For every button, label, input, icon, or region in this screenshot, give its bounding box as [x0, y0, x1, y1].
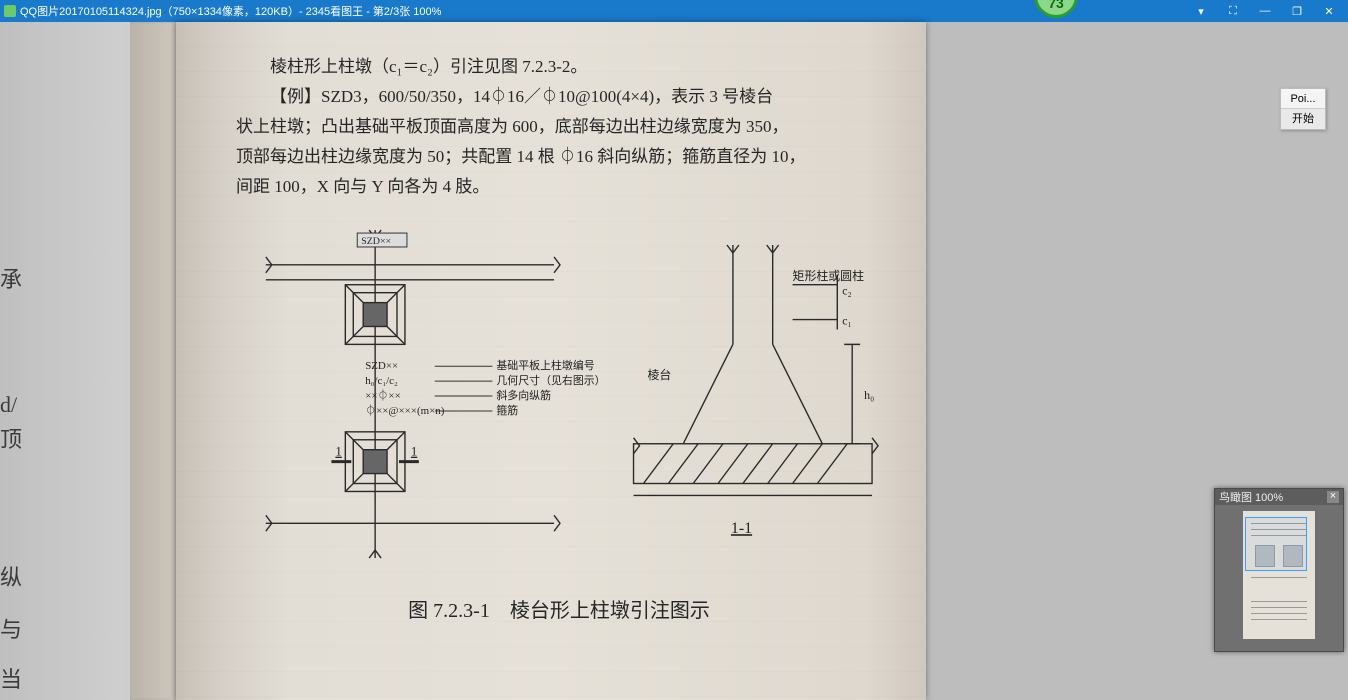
- svg-text:棱台: 棱台: [647, 368, 671, 382]
- gutter-glyph: 顶: [0, 422, 22, 454]
- birdview-panel[interactable]: 鸟瞰图 100% ×: [1214, 488, 1344, 652]
- svg-text:几何尺寸（见右图示）: 几何尺寸（见右图示）: [496, 373, 605, 387]
- svg-text:1: 1: [411, 444, 417, 459]
- para-line: 棱柱形上柱墩（c₁＝c₂）引注见图 7.2.3-2。: [236, 52, 882, 82]
- para-line: 状上柱墩；凸出基础平板顶面高度为 600，底部每边出柱边缘宽度为 350，: [236, 112, 882, 142]
- birdview-title: 鸟瞰图 100%: [1219, 489, 1283, 505]
- gutter-glyph: 承: [0, 262, 22, 294]
- birdview-body: [1215, 505, 1343, 651]
- para-line: 顶部每边出柱边缘宽度为 50；共配置 14 根 ⏀16 斜向纵筋；箍筋直径为 1…: [236, 142, 882, 172]
- svg-text:矩形柱或圆柱: 矩形柱或圆柱: [793, 269, 865, 283]
- birdview-header: 鸟瞰图 100% ×: [1215, 489, 1343, 505]
- svg-text:c₁: c₁: [842, 313, 851, 327]
- gutter-glyph: d/: [0, 392, 17, 418]
- float-poi[interactable]: Poi...: [1281, 89, 1325, 109]
- svg-text:斜多向纵筋: 斜多向纵筋: [496, 388, 551, 402]
- figure-svg: 1 1 SZD×× SZD×× h₀/c₁/c₂ ××⏀×× ⏀××@×××(m…: [236, 224, 882, 584]
- svg-text:箍筋: 箍筋: [496, 403, 518, 417]
- gutter-glyph: 纵: [0, 560, 22, 592]
- para-line: 间距 100，X 向与 Y 向各为 4 肢。: [236, 172, 882, 202]
- svg-text:1: 1: [335, 444, 341, 459]
- svg-text:c₂: c₂: [842, 284, 851, 298]
- gutter-glyph: 当: [0, 662, 22, 694]
- document-page: 棱柱形上柱墩（c₁＝c₂）引注见图 7.2.3-2。 【例】SZD3，600/5…: [176, 22, 926, 700]
- svg-text:h₀/c₁/c₂: h₀/c₁/c₂: [365, 375, 398, 387]
- fullscreen-button[interactable]: ⛶: [1218, 2, 1248, 20]
- titlebar: QQ图片20170105114324.jpg（750×1334像素，120KB）…: [0, 0, 1348, 22]
- figure-caption: 图 7.2.3-1 棱台形上柱墩引注图示: [236, 594, 882, 623]
- svg-text:SZD××: SZD××: [361, 236, 391, 247]
- birdview-thumbnail[interactable]: [1243, 511, 1315, 639]
- app-icon: [4, 5, 16, 17]
- gutter-glyph: 与: [0, 612, 22, 644]
- svg-text:基础平板上柱墩编号: 基础平板上柱墩编号: [496, 358, 594, 372]
- viewer-area[interactable]: 承 d/ 顶 纵 与 当 棱柱形上柱墩（c₁＝c₂）引注见图 7.2.3-2。 …: [0, 22, 1348, 700]
- float-panel[interactable]: Poi... 开始: [1280, 88, 1326, 130]
- close-button[interactable]: ✕: [1314, 2, 1344, 20]
- svg-text:SZD××: SZD××: [365, 360, 398, 372]
- birdview-close-icon[interactable]: ×: [1327, 491, 1339, 503]
- dropdown-button[interactable]: ▾: [1186, 2, 1216, 20]
- svg-text:⏀××@×××(m×n): ⏀××@×××(m×n): [365, 403, 445, 417]
- svg-text:h₀: h₀: [864, 388, 874, 402]
- para-line: 【例】SZD3，600/50/350，14⏀16／⏀10@100(4×4)，表示…: [236, 82, 882, 112]
- svg-text:1-1: 1-1: [731, 520, 752, 537]
- birdview-viewport[interactable]: [1245, 517, 1307, 571]
- page-gutter: 承 d/ 顶 纵 与 当: [0, 22, 176, 700]
- svg-text:××⏀××: ××⏀××: [365, 388, 401, 402]
- minimize-button[interactable]: —: [1250, 2, 1280, 20]
- window-title: QQ图片20170105114324.jpg（750×1334像素，120KB）…: [20, 3, 1186, 19]
- restore-button[interactable]: ❐: [1282, 2, 1312, 20]
- window-buttons: ▾ ⛶ — ❐ ✕: [1186, 2, 1344, 20]
- figure-area: 1 1 SZD×× SZD×× h₀/c₁/c₂ ××⏀×× ⏀××@×××(m…: [236, 224, 882, 584]
- float-start[interactable]: 开始: [1281, 109, 1325, 129]
